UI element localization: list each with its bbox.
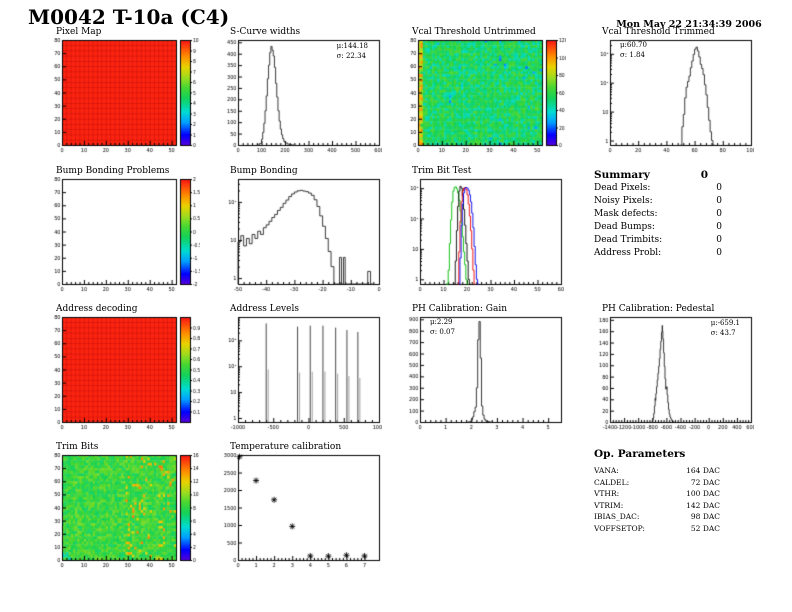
plot-title: S-Curve widths — [230, 27, 301, 37]
ph-pedestal-canvas — [594, 315, 754, 433]
address-decoding-canvas — [48, 315, 200, 433]
param-row: CALDEL: 72 DAC — [594, 477, 720, 487]
plot-title: Bump Bonding Problems — [56, 166, 170, 176]
summary-row: Dead Bumps: 0 — [594, 222, 722, 232]
summary-row: Address Probl: 0 — [594, 248, 722, 258]
pixel-map-canvas — [48, 38, 200, 156]
summary-row: Mask defects: 0 — [594, 209, 722, 219]
stats-box: μ:144.18 σ: 22.34 — [337, 42, 368, 61]
panel-bump-bonding: Bump Bonding — [222, 166, 382, 296]
stat-mean: μ:144.18 — [336, 42, 368, 50]
summary-row: Dead Trimbits: 0 — [594, 235, 722, 245]
summary-header: Summary 0 — [594, 168, 708, 182]
op-parameters-title: Op. Parameters — [594, 448, 686, 460]
bump-bonding-problems-canvas — [48, 177, 200, 295]
trim-bits-canvas — [48, 453, 200, 571]
stat-sigma: σ: 1.84 — [620, 50, 645, 59]
panel-vcal-trimmed: Vcal Threshold Trimmed μ:60.70 σ: 1.84 — [594, 27, 754, 157]
panel-address-decoding: Address decoding — [48, 304, 200, 434]
op-parameters-panel: Op. Parameters VANA: 164 DAC CALDEL: 72 DA… — [594, 448, 749, 534]
summary-panel: Summary 0 Dead Pixels: 0 Noisy Pixels: 0 M… — [594, 168, 749, 260]
plot-title: Address Levels — [230, 304, 299, 314]
address-levels-canvas — [222, 315, 382, 433]
ph-gain-canvas — [404, 315, 564, 433]
plot-title: Trim Bit Test — [412, 166, 472, 176]
trim-bit-test-canvas — [404, 177, 564, 295]
panel-scurve-widths: S-Curve widths μ:144.18 σ: 22.34 — [222, 27, 382, 157]
summary-row: Dead Pixels: 0 — [594, 183, 722, 193]
panel-trim-bits: Trim Bits — [48, 442, 200, 572]
panel-pixel-map: Pixel Map — [48, 27, 200, 157]
temperature-calibration-canvas — [222, 453, 382, 571]
plot-title: Address decoding — [56, 304, 138, 314]
summary-title: Summary — [594, 169, 650, 181]
scurve-widths-canvas — [222, 38, 382, 156]
summary-grade: 0 — [700, 169, 708, 181]
plot-title: Pixel Map — [56, 27, 102, 37]
vcal-trimmed-canvas — [594, 38, 754, 156]
stat-mean: μ:2.29 — [430, 318, 453, 326]
summary-row: Noisy Pixels: 0 — [594, 196, 722, 206]
stats-box: μ:60.70 σ: 1.84 — [620, 41, 647, 60]
timestamp: Mon May 22 21:34:39 2006 — [616, 19, 762, 30]
param-row: VTHR: 100 DAC — [594, 489, 720, 498]
param-row: VANA: 164 DAC — [594, 466, 720, 475]
param-row: VTRIM: 142 DAC — [594, 500, 720, 510]
panel-trim-bit-test: Trim Bit Test — [404, 166, 564, 296]
plot-title: Vcal Threshold Trimmed — [602, 27, 715, 37]
stat-sigma: σ: 22.34 — [336, 51, 366, 60]
stat-sigma: σ: 43.7 — [710, 328, 736, 337]
plot-title: Temperature calibration — [230, 442, 342, 452]
stats-box: μ:-659.1 σ: 43.7 — [711, 319, 740, 338]
plot-title: PH Calibration: Gain — [412, 304, 508, 314]
bump-bonding-canvas — [222, 177, 382, 295]
plot-title: Trim Bits — [56, 442, 99, 452]
param-row: IBIAS_DAC: 98 DAC — [594, 512, 720, 521]
panel-ph-pedestal: PH Calibration: Pedestal μ:-659.1 σ: 43.… — [594, 304, 754, 434]
stat-mean: μ:-659.1 — [710, 319, 740, 327]
stats-box: μ:2.29 σ: 0.07 — [430, 318, 455, 337]
stat-sigma: σ: 0.07 — [430, 327, 455, 336]
stat-mean: μ:60.70 — [620, 41, 647, 49]
param-row: VOFFSETOP: 52 DAC — [594, 523, 720, 533]
plot-title: PH Calibration: Pedestal — [602, 304, 715, 314]
panel-vcal-untrimmed: Vcal Threshold Untrimmed — [404, 27, 566, 157]
plot-title: Bump Bonding — [230, 166, 298, 176]
panel-temperature-calibration: Temperature calibration — [222, 442, 382, 572]
page-title: M0042 T-10a (C4) — [28, 5, 230, 29]
vcal-untrimmed-canvas — [404, 38, 566, 156]
panel-address-levels: Address Levels — [222, 304, 382, 434]
panel-bump-bonding-problems: Bump Bonding Problems — [48, 166, 200, 296]
plot-title: Vcal Threshold Untrimmed — [412, 27, 536, 37]
panel-ph-gain: PH Calibration: Gain μ:2.29 σ: 0.07 — [404, 304, 564, 434]
